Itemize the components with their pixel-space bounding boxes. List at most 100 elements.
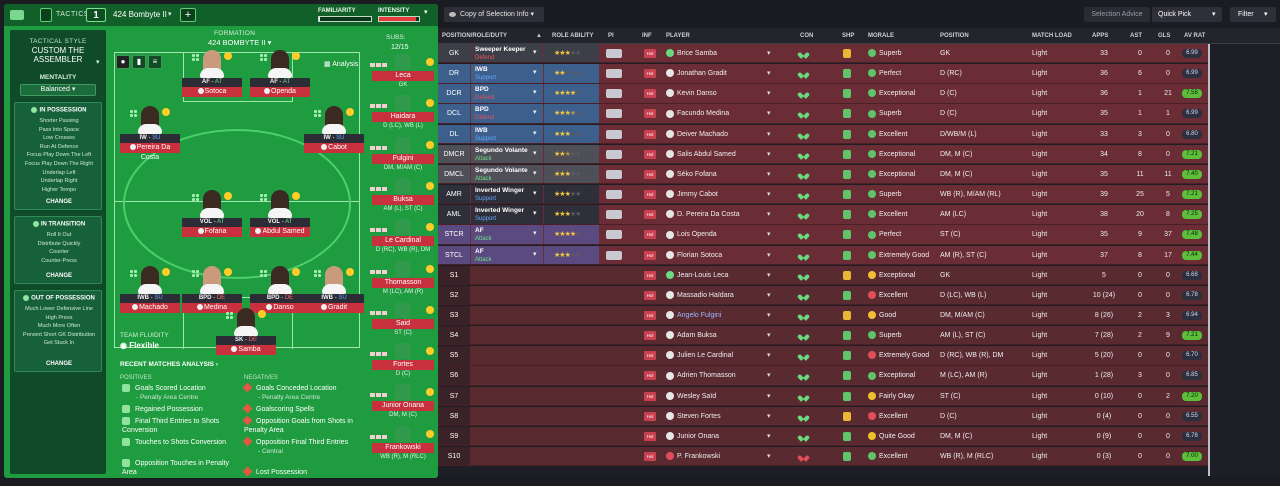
pitch-player[interactable]: IW - SU Cabot (302, 106, 366, 166)
table-row[interactable]: S4 Hol Adam Buksa ▾ Superb AM (L), ST (C) Ligh… (438, 326, 1208, 346)
player-instructions-button[interactable] (600, 64, 628, 82)
swap-icon[interactable] (426, 99, 434, 108)
role-duty-select[interactable]: Segundo Volante Attack ▾ (471, 144, 543, 164)
swap-icon[interactable] (426, 181, 434, 190)
tactic-slot-button[interactable]: 1 (86, 8, 106, 22)
player-name[interactable]: Salis Abdul Samed (677, 150, 736, 158)
player-cell[interactable]: Kevin Danso ▾ (666, 84, 774, 102)
chevron-down-icon[interactable]: ▾ (767, 311, 771, 319)
recent-matches-analysis-link[interactable]: RECENT MATCHES ANALYSIS › (120, 361, 218, 368)
bar-chart-icon[interactable]: ▮ (132, 55, 146, 69)
table-row[interactable]: S1 Hol Jean-Louis Leca ▾ Exceptional GK Light 5… (438, 265, 1208, 286)
pitch-player[interactable]: BPD - DE Medina (180, 266, 244, 326)
column-header[interactable]: GLS (1158, 33, 1171, 39)
shirt-icon[interactable]: ● (116, 55, 130, 69)
role-duty-select[interactable]: IWB Support ▾ (471, 64, 543, 83)
table-row[interactable]: AMR Inverted Winger Support ▾ ★★★★★ Hol Jimmy … (438, 185, 1208, 205)
player-role[interactable]: BPD - DE (182, 294, 242, 303)
column-header[interactable]: MATCH LOAD (1032, 33, 1072, 39)
role-duty-select[interactable]: IWB Support ▾ (471, 124, 543, 143)
player-name[interactable]: Junior Onana (677, 432, 720, 440)
chevron-down-icon[interactable]: ▾ (767, 150, 771, 158)
chevron-down-icon[interactable]: ▾ (767, 130, 771, 138)
chevron-down-icon[interactable]: ▾ (767, 453, 771, 460)
chevron-down-icon[interactable]: ▾ (767, 110, 771, 118)
player-cell[interactable]: Facundo Medina ▾ (666, 104, 774, 122)
pitch-player[interactable]: SK - DE Samba (214, 308, 278, 368)
player-role[interactable]: IWB - SU (120, 294, 180, 303)
player-name[interactable]: Steven Fortes (677, 412, 721, 420)
player-name-tag[interactable]: Medina (182, 303, 242, 313)
table-row[interactable]: S7 Hol Wesley Saïd ▾ Fairly Okay ST (C) Light 0… (438, 386, 1208, 406)
bench-player-name[interactable]: Le Cardinal (372, 236, 434, 247)
bench-player[interactable]: Said ST (C) (370, 301, 436, 342)
player-role[interactable]: VOL - AT (250, 218, 310, 227)
swap-icon[interactable] (426, 140, 434, 149)
player-name-tag[interactable]: Abdul Samed (250, 227, 310, 237)
player-role[interactable]: BPD - DE (250, 294, 310, 303)
column-header[interactable]: CON (800, 33, 814, 39)
player-name-tag[interactable]: Danso (250, 303, 310, 313)
table-row[interactable]: AML Inverted Winger Support ▾ ★★★★★ Hol D. Per… (438, 205, 1208, 225)
bench-player-name[interactable]: Fulgini (372, 153, 434, 164)
column-header[interactable]: AST (1130, 33, 1142, 39)
column-header[interactable]: MORALE (868, 33, 894, 39)
column-header[interactable]: POSITION (940, 33, 969, 39)
column-header[interactable]: PI (608, 33, 614, 39)
filter-button[interactable]: Filter ▾ (1230, 7, 1276, 22)
player-name[interactable]: Wesley Saïd (677, 392, 717, 400)
chevron-down-icon[interactable]: ▾ (767, 70, 771, 78)
view-select[interactable]: Copy of Selection Info ▾ (444, 7, 544, 22)
player-cell[interactable]: Adam Buksa ▾ (666, 326, 774, 344)
mentality-select[interactable]: Balanced ▾ (20, 84, 96, 96)
pitch-player[interactable]: AF - AT Openda (248, 50, 312, 110)
pitch-player[interactable]: AF - AT Sotoca (180, 50, 244, 110)
player-name-tag[interactable]: Gradit (304, 303, 364, 313)
column-header[interactable]: POSITION/ROLE/DUTY (442, 33, 508, 39)
player-name[interactable]: D. Pereira Da Costa (677, 211, 740, 219)
bench-player-name[interactable]: Leca (372, 71, 434, 81)
table-row[interactable]: S8 Hol Steven Fortes ▾ Excellent D (C) Light 0 … (438, 406, 1208, 427)
player-role[interactable]: IW - SU (120, 134, 180, 143)
sort-arrow-icon[interactable]: ▲ (536, 33, 542, 39)
chevron-down-icon[interactable]: ▾ (424, 9, 428, 16)
chevron-down-icon[interactable]: ▾ (767, 372, 771, 380)
player-name-tag[interactable]: Cabot (304, 143, 364, 153)
player-cell[interactable]: Junior Onana ▾ (666, 427, 774, 445)
player-instructions-button[interactable] (600, 185, 628, 203)
player-cell[interactable]: Brice Samba ▾ (666, 44, 774, 62)
role-duty-select[interactable]: BPD Defend ▾ (471, 84, 543, 103)
player-cell[interactable]: Massadio Haïdara ▾ (666, 286, 774, 304)
role-duty-select[interactable]: AF Attack ▾ (471, 245, 543, 264)
player-name[interactable]: Jean-Louis Leca (677, 271, 729, 279)
column-header[interactable]: SHP (842, 33, 855, 39)
analysis-button[interactable]: ▦ Analysis (324, 60, 358, 68)
player-name[interactable]: Jimmy Cabot (677, 191, 718, 199)
tactical-style-name[interactable]: CUSTOM THE ASSEMBLER (31, 46, 85, 64)
player-name[interactable]: Angelo Fulgini (677, 311, 722, 319)
bench-player[interactable]: Buksa AM (L), ST (C) (370, 177, 436, 218)
player-name[interactable]: Florian Sotoca (677, 251, 723, 259)
player-name-tag[interactable]: Openda (250, 87, 310, 97)
swap-icon[interactable] (426, 58, 434, 66)
formation-name[interactable]: 424 BOMBYTE II ▾ (208, 38, 271, 47)
chevron-down-icon[interactable]: ▾ (767, 332, 771, 340)
player-name[interactable]: Séko Fofana (677, 170, 717, 178)
role-duty-select[interactable]: Segundo Volante Attack ▾ (471, 164, 543, 184)
player-cell[interactable]: Deiver Machado ▾ (666, 125, 774, 143)
chevron-down-icon[interactable]: ▾ (767, 432, 771, 440)
bench-player-name[interactable]: Buksa (372, 194, 434, 205)
table-row[interactable]: S10 Hol P. Frankowski ▾ Excellent WB (R), M (… (438, 447, 1208, 467)
bench-player[interactable]: Haidara D (LC), WB (L) (370, 95, 436, 135)
player-role[interactable]: AF - AT (182, 78, 242, 87)
settings-icon[interactable]: ≡ (148, 55, 162, 69)
player-name-tag[interactable]: Samba (216, 345, 276, 355)
role-duty-select[interactable]: AF Attack ▾ (471, 225, 543, 244)
tactics-nav-icon[interactable] (40, 8, 52, 22)
chevron-down-icon[interactable]: ▾ (767, 50, 771, 57)
player-role[interactable]: VOL - AT (182, 218, 242, 227)
bench-player-name[interactable]: Junior Onana (372, 401, 434, 412)
player-name[interactable]: Kevin Danso (677, 90, 717, 98)
player-instructions-button[interactable] (600, 225, 628, 243)
player-instructions-button[interactable] (600, 165, 628, 183)
